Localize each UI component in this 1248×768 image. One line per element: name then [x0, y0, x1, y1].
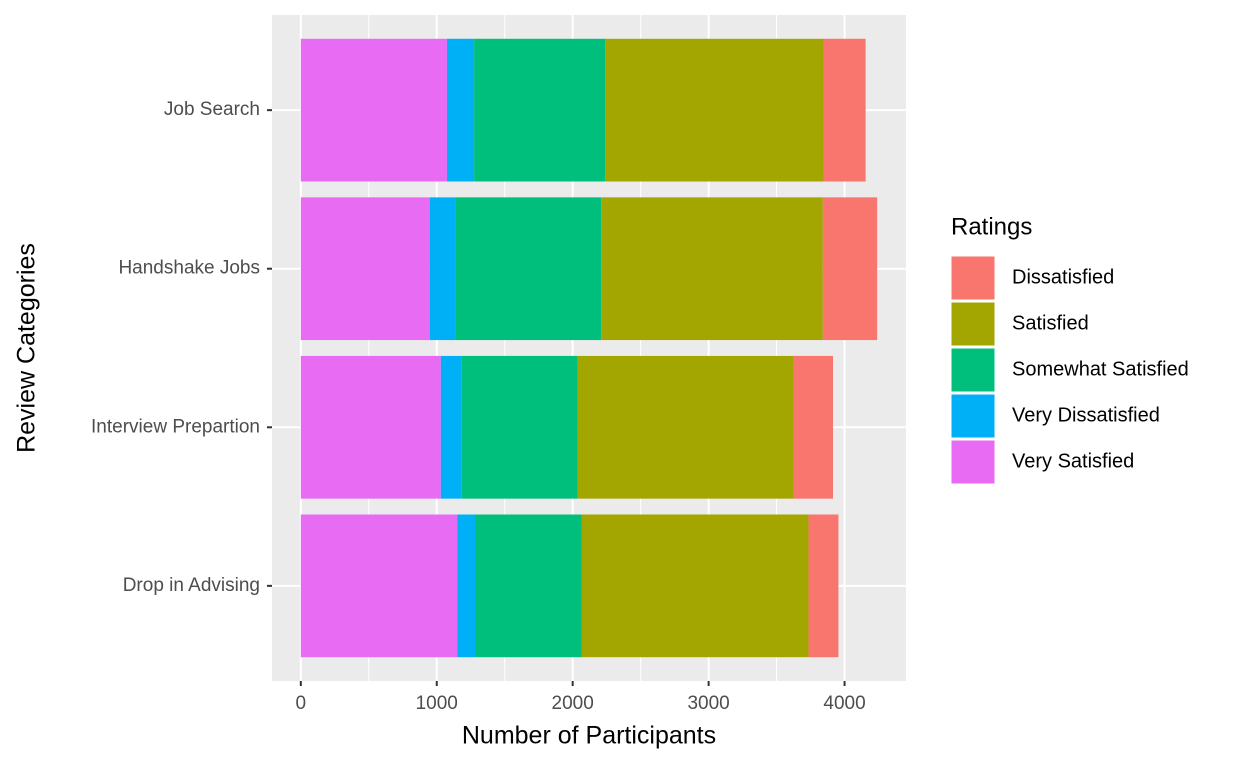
bar-segment: [300, 38, 447, 182]
legend-label: Dissatisfied: [1012, 266, 1114, 288]
x-tick-label: 0: [296, 693, 307, 714]
bar-segment: [474, 38, 606, 182]
bar-segment: [461, 355, 578, 499]
legend-key: [950, 301, 996, 347]
legend-label: Very Satisfied: [1012, 450, 1134, 472]
y-tick-label: Drop in Advising: [123, 575, 260, 596]
bar-segment: [601, 197, 823, 341]
bar-segment: [300, 514, 458, 658]
y-tick-label: Interview Prepartion: [91, 416, 260, 437]
legend-label: Somewhat Satisfied: [1012, 358, 1189, 380]
x-tick-label: 3000: [687, 693, 729, 714]
bar-segment: [429, 197, 456, 341]
legend-title: Ratings: [951, 213, 1032, 240]
bar-segment: [475, 514, 582, 658]
legend-label: Very Dissatisfied: [1012, 404, 1160, 426]
x-tick-label: 1000: [416, 693, 458, 714]
bar-segment: [446, 38, 475, 182]
bar-segment: [793, 355, 834, 499]
legend-label: Satisfied: [1012, 312, 1089, 334]
bar-segment: [823, 38, 866, 182]
bar-segment: [581, 514, 809, 658]
bar-segment: [455, 197, 602, 341]
legend-key: [950, 347, 996, 393]
x-tick-label: 4000: [823, 693, 865, 714]
y-axis-title: Review Categories: [13, 243, 41, 453]
bar-segment: [440, 355, 462, 499]
bar-segment: [457, 514, 476, 658]
legend-key: [950, 393, 996, 439]
x-tick-label: 2000: [552, 693, 594, 714]
legend-key: [950, 439, 996, 485]
bar-segment: [300, 197, 430, 341]
bar-segment: [300, 355, 441, 499]
bar-segment: [808, 514, 839, 658]
y-tick-label: Handshake Jobs: [118, 258, 260, 279]
bar-segment: [822, 197, 878, 341]
legend-key: [950, 255, 996, 301]
bar-segment: [577, 355, 794, 499]
y-tick-label: Job Search: [164, 99, 260, 120]
x-axis-title: Number of Participants: [462, 722, 716, 750]
bar-segment: [605, 38, 824, 182]
